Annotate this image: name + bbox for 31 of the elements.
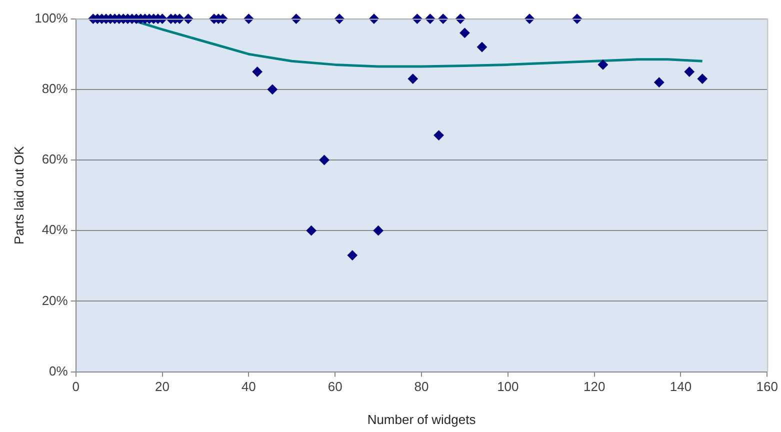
point [373,226,384,236]
point [347,250,358,260]
x-tick-label: 40 [241,379,256,394]
point [476,42,487,52]
point [434,130,444,140]
x-tick-label: 20 [155,379,170,394]
x-tick-label: 60 [328,379,342,394]
x-tick-label: 160 [756,379,778,394]
y-axis-title: Parts laid out OK [11,146,26,244]
point [306,226,316,236]
y-tick-label: 40% [42,222,68,238]
point [267,84,278,94]
point [408,74,418,84]
point [319,155,330,165]
point [460,28,470,38]
x-tick-label: 80 [414,379,429,394]
y-tick-label: 60% [42,152,68,167]
point [252,66,262,77]
y-tick-label: 100% [34,10,68,26]
y-tick-label: 0% [49,363,68,378]
point [684,66,694,77]
y-tick-label: 80% [42,80,68,96]
point [654,77,664,88]
y-tick-label: 20% [42,292,68,308]
x-tick-label: 120 [583,379,606,394]
point [697,74,708,84]
x-tick-label: 140 [670,379,692,394]
x-tick-label: 0 [72,379,80,394]
x-axis-title: Number of widgets [367,412,476,427]
x-tick-label: 100 [497,379,519,394]
point [598,60,608,70]
